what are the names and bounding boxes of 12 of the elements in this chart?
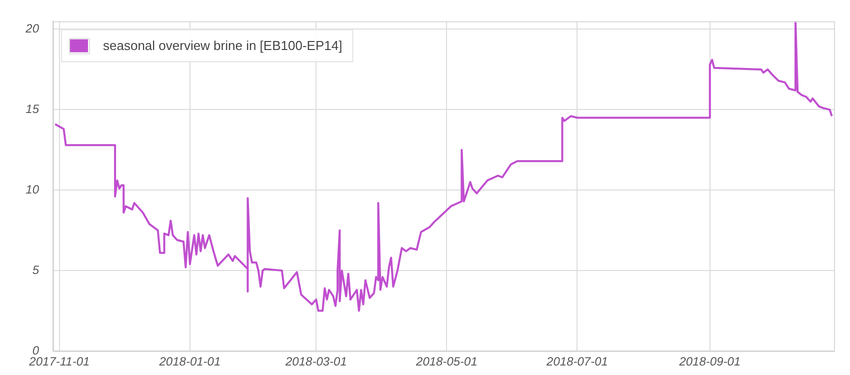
y-tick-label: 20: [24, 22, 40, 36]
x-tick-label: 2018-07-01: [546, 354, 608, 369]
legend-label: seasonal overview brine in [EB100-EP14]: [103, 38, 342, 53]
x-tick-label: 2018-05-01: [415, 354, 478, 369]
y-tick-label: 5: [32, 262, 40, 277]
x-tick-label: 2017-11-01: [28, 354, 90, 369]
x-tick-label: 2018-01-01: [158, 354, 221, 369]
x-tick-label: 2018-09-01: [678, 354, 741, 369]
y-tick-label: 10: [26, 182, 40, 196]
y-tick-label: 0: [32, 343, 40, 358]
y-tick-label: 15: [26, 102, 40, 116]
x-tick-label: 2018-03-01: [284, 354, 347, 369]
